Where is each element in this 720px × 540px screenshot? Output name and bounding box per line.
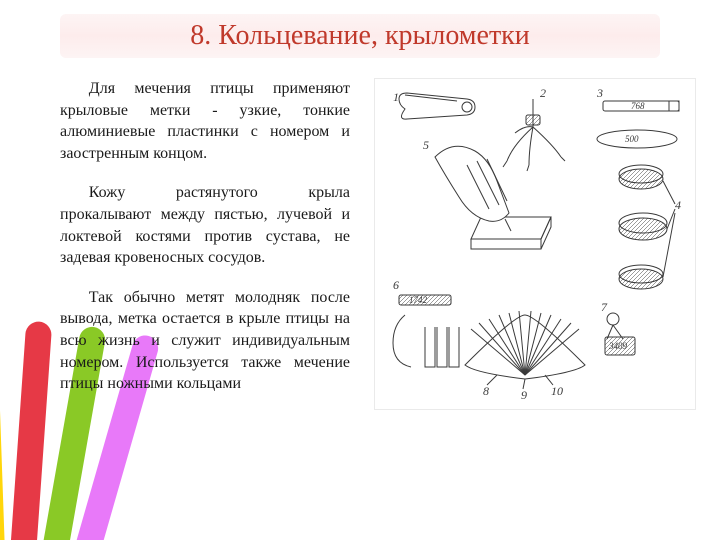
callout-2: 2 [540,86,546,100]
callout-6: 6 [393,278,399,292]
staples-icon [425,327,459,367]
bird-foot-icon [503,99,565,171]
wing-fan-icon [465,311,585,389]
illustration-svg: 1 2 3 768 4 500 [375,79,695,409]
callout-4: 4 [675,198,681,212]
slide-title: 8. Кольцевание, крылометки [60,14,660,58]
callout-9: 9 [521,388,527,402]
paragraph: Для мечения птицы применяют крыловые мет… [60,78,350,164]
callout-3: 3 [596,86,603,100]
paragraph: Так обычно метят молодняк после вывода, … [60,287,350,395]
callout-8: 8 [483,384,489,398]
paragraph: Кожу растянутого крыла прокалывают между… [60,182,350,268]
tag-1742-label: 1742 [409,295,428,305]
tag-768-label: 768 [631,101,645,111]
callout-10: 10 [551,384,563,398]
hand-marking-icon [435,146,551,249]
tag-3409-label: 3409 [608,341,628,351]
callout-1: 1 [393,90,399,104]
tag-500-label: 500 [625,134,639,144]
body-text-column: Для мечения птицы применяют крыловые мет… [60,78,350,413]
callout-7: 7 [601,300,608,314]
ribbon [4,321,52,540]
ribbon [0,319,8,540]
ring-stack-icon [619,165,675,289]
slide-title-wrap: 8. Кольцевание, крылометки [60,14,660,58]
callout-5: 5 [423,138,429,152]
illustration-panel: 1 2 3 768 4 500 [374,78,696,410]
